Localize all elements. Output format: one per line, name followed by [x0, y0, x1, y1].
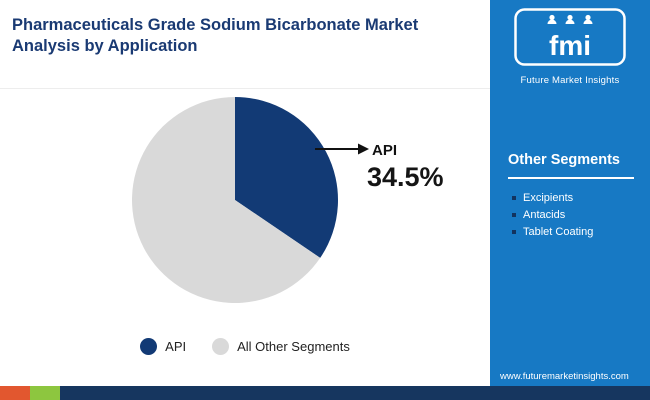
stripe-green — [30, 386, 60, 400]
list-item: Antacids — [512, 209, 593, 221]
fmi-logo-text: fmi — [549, 30, 591, 61]
bullet-icon — [512, 213, 516, 217]
header: Pharmaceuticals Grade Sodium Bicarbonate… — [0, 0, 490, 89]
stripe-navy — [60, 386, 650, 400]
list-item: Tablet Coating — [512, 226, 593, 238]
list-item-label: Excipients — [523, 192, 574, 204]
legend-swatch-other — [212, 338, 230, 355]
website-link[interactable]: www.futuremarketinsights.com — [500, 371, 629, 382]
people-icons — [547, 14, 593, 24]
bullet-icon — [512, 230, 516, 234]
page-title: Pharmaceuticals Grade Sodium Bicarbonate… — [12, 16, 419, 56]
brand-tagline: Future Market Insights — [520, 75, 620, 86]
list-item: Excipients — [512, 192, 593, 204]
legend-item-api: API — [140, 338, 186, 355]
legend-item-other: All Other Segments — [212, 338, 350, 355]
chart-area: API 34.5% API All Other Segments — [0, 90, 490, 385]
other-segments-heading: Other Segments — [508, 152, 634, 179]
pie-slice-api — [235, 97, 338, 258]
pie-slice-all-other-segments — [132, 97, 321, 303]
pie-chart — [132, 97, 338, 303]
legend-swatch-api — [140, 338, 158, 355]
brand-logo: fmi Future Market Insights — [490, 0, 650, 86]
callout-label: API — [372, 142, 398, 159]
list-item-label: Tablet Coating — [523, 226, 594, 238]
fmi-logo-icon: fmi — [514, 8, 626, 66]
bottom-stripe — [0, 386, 650, 400]
sidebar: fmi Future Market Insights Other Segment… — [490, 0, 650, 400]
stripe-orange — [0, 386, 30, 400]
list-item-label: Antacids — [523, 209, 566, 221]
other-segments-list: Excipients Antacids Tablet Coating — [512, 192, 593, 243]
callout-arrow-icon — [315, 143, 369, 155]
callout-value: 34.5% — [367, 162, 444, 192]
legend-label-other: All Other Segments — [237, 339, 350, 354]
legend-label-api: API — [165, 339, 187, 354]
chart-legend: API All Other Segments — [0, 338, 490, 355]
bullet-icon — [512, 196, 516, 200]
